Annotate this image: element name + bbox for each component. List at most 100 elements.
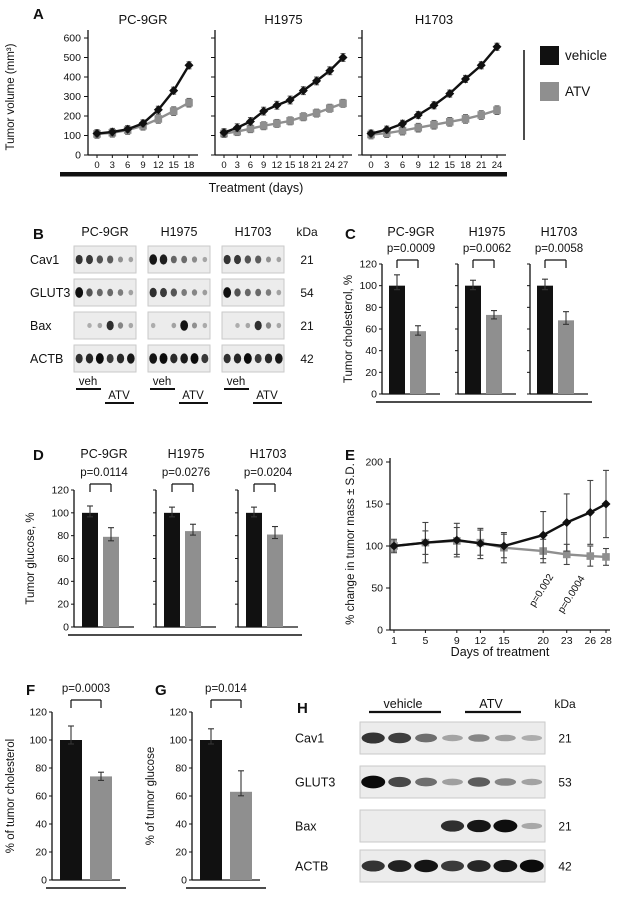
blot-band [96, 255, 104, 264]
marker-square [461, 115, 470, 123]
bar-group-H1975: H1975 p=0.0062 [455, 225, 516, 395]
blot-band [223, 353, 231, 364]
y-tick-label: 100 [29, 735, 47, 747]
panel-e-ylabel: % change in tumor mass ± S.D. [345, 463, 357, 625]
protein-label: GLUT3 [30, 286, 70, 300]
blot-box [73, 278, 137, 307]
marker-diamond [445, 89, 455, 99]
marker-diamond [169, 86, 179, 96]
blot-band [265, 289, 272, 296]
marker-diamond [138, 118, 148, 128]
subplot-title: PC-9GR [118, 12, 167, 27]
x-tick-label: 12 [272, 160, 283, 171]
ylabel: Tumor cholesterol, % [343, 275, 355, 383]
blot-band [519, 859, 544, 873]
y-tick-label: 100 [365, 541, 383, 553]
marker-diamond [382, 125, 392, 135]
p-value: p=0.0058 [535, 243, 583, 255]
group-title: H1975 [469, 225, 506, 239]
blot-band [442, 734, 463, 742]
kda-value: 54 [300, 286, 314, 300]
x-tick-label: 15 [444, 160, 455, 171]
marker-diamond [219, 128, 229, 138]
blot-band [361, 732, 385, 744]
blot-band [190, 353, 199, 364]
panel-e-chart: % change in tumor mass ± S.D. 0 50 100 150 20… [345, 457, 612, 660]
blot-box [147, 344, 211, 373]
blot-band [234, 288, 241, 297]
x-tick-label: 6 [400, 160, 405, 171]
col-title: H1703 [235, 225, 272, 239]
x-tick-label: 21 [311, 160, 322, 171]
panel-d-chart: Tumor glucose, % PC-9GR p=0.0114 0 20 40 60 80 1… [25, 447, 302, 636]
marker-diamond [452, 535, 462, 545]
blot-band [117, 256, 124, 263]
col-title: ATV [479, 697, 503, 711]
kda-value: 53 [558, 776, 572, 790]
p-value: p=0.0114 [80, 467, 128, 479]
blot-GLUT3-0 [73, 278, 137, 307]
blot-band [521, 778, 543, 786]
bar-atv [558, 320, 574, 394]
blot-band [181, 255, 188, 264]
blot-band [106, 320, 114, 331]
protein-label: Bax [30, 319, 52, 333]
kda-value: 42 [300, 352, 314, 366]
blot-band [170, 288, 178, 297]
blot-band [361, 860, 385, 872]
blot-band [243, 353, 252, 364]
blot-band [128, 256, 134, 263]
blot-band [127, 353, 135, 364]
marker-diamond [312, 76, 322, 86]
blot-ACTB-0 [359, 849, 546, 883]
blot-band [180, 353, 188, 364]
y-tick-label: 20 [175, 847, 187, 859]
marker-diamond [366, 129, 376, 139]
y-tick-label: 80 [365, 302, 377, 314]
blot-box [221, 344, 285, 373]
marker-diamond [92, 129, 102, 139]
bar-group-H1703: H1703 p=0.0204 [235, 447, 298, 628]
x-tick-label: 9 [454, 635, 460, 647]
marker-square [398, 126, 407, 135]
series-vehicle [223, 56, 344, 134]
blot-band [415, 733, 438, 743]
blot-band [85, 353, 94, 364]
protein-label: Cav1 [30, 253, 59, 267]
blot-band [180, 320, 189, 331]
blot-band [171, 322, 177, 329]
ylabel: % of tumor cholesterol [5, 739, 17, 853]
panel-label-h: H [297, 700, 308, 717]
blot-band [191, 322, 198, 329]
blot-band [276, 256, 282, 263]
blot-band [75, 254, 83, 265]
group-title: H1703 [250, 447, 287, 461]
blot-band [86, 288, 93, 297]
blot-ACTB-2 [221, 344, 285, 373]
bar-atv [90, 776, 112, 880]
blot-band [128, 289, 134, 296]
blot-Cav1-1 [147, 245, 211, 274]
y-tick-label: 60 [57, 553, 69, 565]
y-tick-label: 0 [75, 150, 81, 162]
marker-diamond [538, 530, 548, 540]
kda-header: kDa [296, 225, 318, 239]
blot-band [191, 256, 198, 263]
blot-band [159, 353, 168, 364]
ylabel: Tumor glucose, % [25, 512, 37, 604]
blot-Cav1-0 [73, 245, 137, 274]
x-tick-label: 26 [584, 635, 596, 647]
blot-band [96, 288, 103, 297]
x-tick-label: 23 [561, 635, 573, 647]
group-label-atv: ATV [108, 390, 130, 402]
marker-diamond [338, 53, 348, 62]
y-tick-label: 80 [175, 763, 187, 775]
blot-band [440, 820, 465, 832]
blot-band [75, 353, 83, 364]
marker-diamond [272, 100, 282, 110]
bar-group: p=0.014 0 20 40 60 80 100 120 [169, 683, 260, 887]
blot-GLUT3-1 [147, 278, 211, 307]
marker-square [154, 115, 163, 123]
marker-diamond [601, 499, 611, 509]
